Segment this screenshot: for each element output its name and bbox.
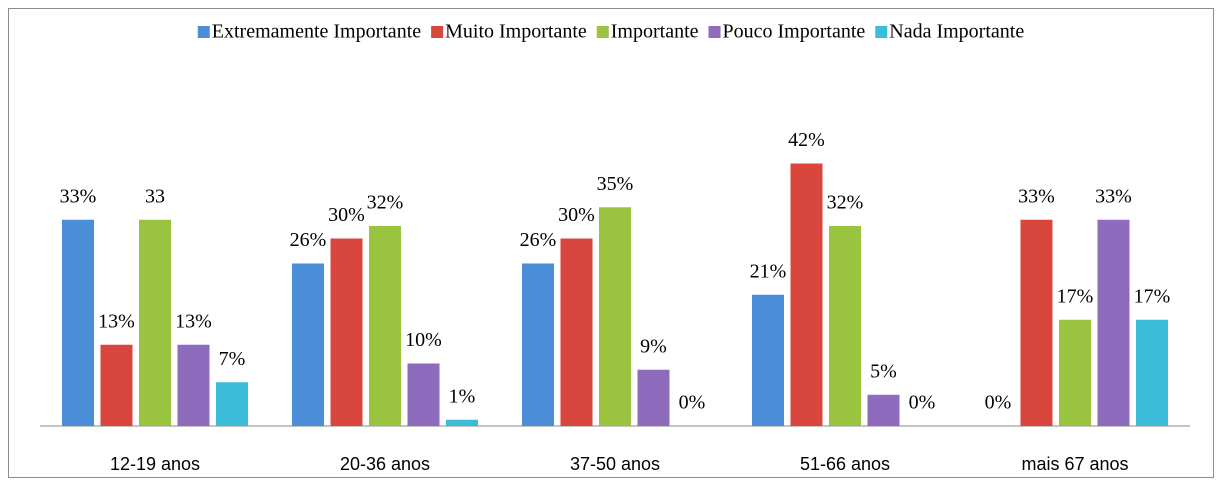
bar <box>829 226 861 426</box>
bar <box>1059 319 1091 426</box>
legend-label: Pouco Importante <box>723 21 866 43</box>
data-label: 0% <box>985 392 1012 414</box>
data-label: 33 <box>145 185 165 207</box>
data-label: 30% <box>328 204 365 226</box>
legend-swatch <box>197 26 210 38</box>
data-label: 17% <box>1134 285 1171 307</box>
legend-label: Importante <box>611 21 699 43</box>
bar <box>407 363 440 426</box>
legend-swatch <box>708 26 721 38</box>
data-label: 26% <box>290 229 327 251</box>
data-label: 17% <box>1057 285 1094 307</box>
data-label: 33% <box>60 185 97 207</box>
data-label: 5% <box>870 360 897 382</box>
data-label: 13% <box>98 310 135 332</box>
data-label: 42% <box>788 129 825 151</box>
bar <box>1020 219 1053 426</box>
bar <box>216 382 248 426</box>
x-tick-label: 20-36 anos <box>340 454 430 474</box>
legend-swatch <box>875 26 888 38</box>
bar <box>100 344 133 426</box>
legend-label: Nada Importante <box>889 21 1024 43</box>
bar <box>752 294 784 426</box>
bar <box>522 263 554 426</box>
data-label: 33% <box>1018 185 1055 207</box>
data-label: 9% <box>640 335 667 357</box>
bar <box>369 226 401 426</box>
data-label: 30% <box>558 204 595 226</box>
bar <box>292 263 324 426</box>
data-label: 0% <box>909 392 936 414</box>
bar <box>446 419 478 426</box>
legend-label: Extremamente Importante <box>212 21 421 43</box>
bar <box>560 238 593 426</box>
bar <box>330 238 363 426</box>
x-tick-label: mais 67 anos <box>1021 454 1128 474</box>
bar <box>637 369 670 426</box>
bar <box>1136 319 1168 426</box>
data-label: 10% <box>405 329 442 351</box>
data-label: 26% <box>520 229 557 251</box>
legend-swatch <box>431 26 444 38</box>
bar <box>139 219 171 426</box>
bar <box>790 163 823 426</box>
x-tick-label: 51-66 anos <box>800 454 890 474</box>
data-label: 1% <box>449 385 476 407</box>
bar <box>177 344 210 426</box>
data-label: 7% <box>219 348 246 370</box>
bar <box>1097 219 1130 426</box>
legend-swatch <box>596 26 609 38</box>
legend-label: Muito Importante <box>445 21 587 43</box>
legend: Extremamente Importante Muito Importante I… <box>197 21 1024 43</box>
data-label: 32% <box>827 192 864 214</box>
data-label: 35% <box>597 173 634 195</box>
data-label: 21% <box>750 260 787 282</box>
bar <box>867 394 900 426</box>
data-label: 33% <box>1095 185 1132 207</box>
data-label: 32% <box>367 192 404 214</box>
bar <box>599 207 631 426</box>
data-label: 0% <box>679 392 706 414</box>
bar <box>62 219 94 426</box>
x-tick-label: 37-50 anos <box>570 454 660 474</box>
x-tick-label: 12-19 anos <box>110 454 200 474</box>
data-label: 13% <box>175 310 212 332</box>
